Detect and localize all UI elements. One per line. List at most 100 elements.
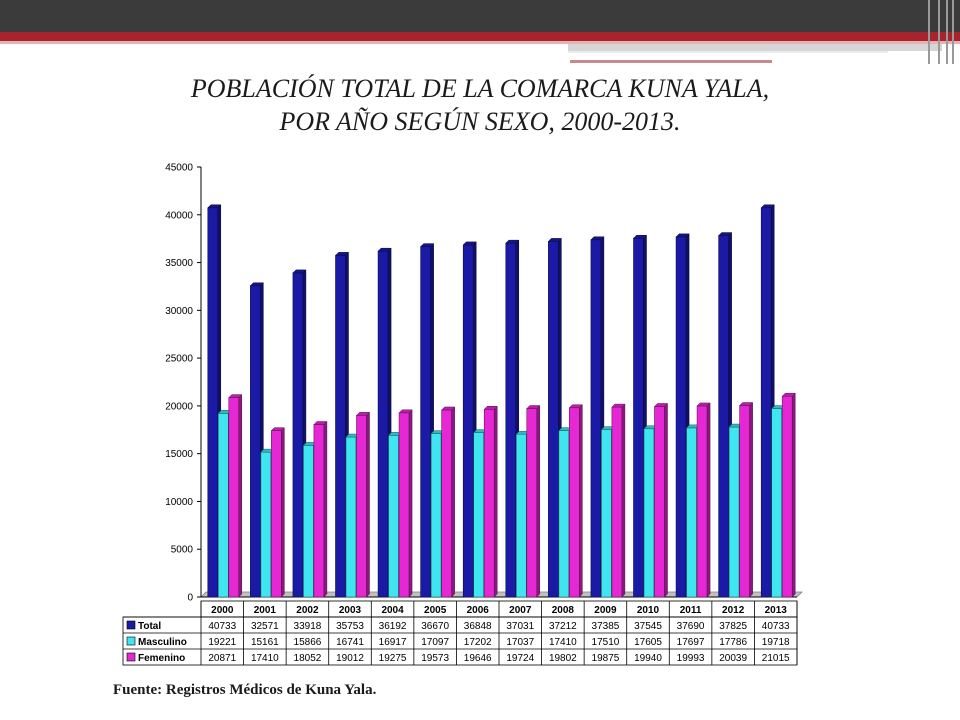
x-tick-label: 2011 xyxy=(680,605,702,616)
y-tick-label: 20000 xyxy=(165,401,193,412)
y-tick-label: 40000 xyxy=(165,210,193,221)
data-label-total: 40733 xyxy=(762,621,790,632)
bar-side-femenino-2007 xyxy=(536,404,541,598)
data-label-masculino: 16741 xyxy=(336,637,364,648)
bar-femenino-2001 xyxy=(271,430,282,598)
bar-total-2002 xyxy=(292,272,304,598)
data-label-femenino: 19012 xyxy=(336,653,364,664)
bar-side-femenino-2003 xyxy=(366,411,370,598)
data-label-total: 36192 xyxy=(379,621,407,632)
bar-side-femenino-2011 xyxy=(706,402,711,598)
data-label-total: 40733 xyxy=(208,621,236,632)
x-tick-label: 2013 xyxy=(765,605,788,616)
bar-side-femenino-2006 xyxy=(493,405,498,598)
legend-label-total: Total xyxy=(138,621,161,632)
bar-top-femenino-2003 xyxy=(355,412,371,416)
bar-total-2010 xyxy=(633,237,644,598)
x-tick-label: 2003 xyxy=(339,605,362,616)
bar-total-2004 xyxy=(377,250,389,598)
y-tick-label: 5000 xyxy=(171,545,194,556)
x-tick-label: 2012 xyxy=(722,605,745,616)
data-label-total: 35753 xyxy=(336,621,364,632)
bar-femenino-2011 xyxy=(696,405,708,598)
x-tick-label: 2002 xyxy=(296,605,319,616)
data-label-masculino: 17037 xyxy=(506,637,534,648)
x-tick-label: 2005 xyxy=(424,605,447,616)
bar-top-total-2007 xyxy=(505,239,520,244)
x-tick-label: 2000 xyxy=(211,605,234,616)
data-label-femenino: 20871 xyxy=(208,653,236,664)
table-body xyxy=(122,616,798,666)
data-label-total: 37385 xyxy=(592,621,620,632)
bar-femenino-2009 xyxy=(611,406,623,598)
legend-swatch-total xyxy=(126,620,136,630)
data-label-masculino: 15161 xyxy=(251,637,279,648)
bar-side-femenino-2004 xyxy=(408,409,413,598)
bar-masculino-2008 xyxy=(558,430,570,598)
corner-line xyxy=(952,0,954,64)
data-label-femenino: 19275 xyxy=(379,653,407,664)
bar-top-total-2004 xyxy=(377,247,392,252)
bar-total-2005 xyxy=(420,246,431,598)
y-tick-label: 10000 xyxy=(165,497,193,508)
slide-title: POBLACIÓN TOTAL DE LA COMARCA KUNA YALA,… xyxy=(0,72,960,138)
data-label-femenino: 21015 xyxy=(762,653,790,664)
y-tick-label: 45000 xyxy=(165,163,193,174)
x-tick-label: 2001 xyxy=(254,605,277,616)
bar-side-femenino-2012 xyxy=(749,401,753,598)
bar-top-total-2013 xyxy=(760,204,775,209)
x-tick-label: 2010 xyxy=(637,605,660,616)
bar-femenino-2007 xyxy=(526,408,538,598)
bar-masculino-2004 xyxy=(388,435,399,598)
bar-total-2013 xyxy=(760,207,772,598)
data-label-total: 36670 xyxy=(421,621,449,632)
bar-femenino-2008 xyxy=(569,407,580,598)
data-label-masculino: 17097 xyxy=(421,637,449,648)
bar-total-2009 xyxy=(590,239,602,598)
bar-top-total-2001 xyxy=(249,282,264,287)
x-tick-label: 2008 xyxy=(552,605,575,616)
bar-top-femenino-2004 xyxy=(398,409,413,414)
data-label-masculino: 15866 xyxy=(294,637,322,648)
bar-total-2006 xyxy=(462,244,474,598)
bar-top-femenino-2010 xyxy=(653,403,669,407)
bar-side-femenino-2005 xyxy=(451,406,455,598)
bar-masculino-2000 xyxy=(217,413,229,598)
data-label-masculino: 16917 xyxy=(379,637,407,648)
bar-femenino-2000 xyxy=(228,397,240,598)
data-label-masculino: 19221 xyxy=(208,637,236,648)
bar-femenino-2006 xyxy=(483,408,495,598)
x-tick-label: 2007 xyxy=(509,605,532,616)
corner-line xyxy=(928,0,930,64)
data-label-femenino: 17410 xyxy=(251,653,279,664)
bar-masculino-2013 xyxy=(771,408,783,598)
data-label-total: 37825 xyxy=(719,621,747,632)
bar-total-2000 xyxy=(207,207,219,598)
data-label-total: 37212 xyxy=(549,621,577,632)
data-label-total: 37031 xyxy=(506,621,534,632)
bar-masculino-2009 xyxy=(601,429,612,598)
slide-title-line2: POR AÑO SEGÚN SEXO, 2000-2013. xyxy=(279,107,681,136)
data-label-femenino: 19802 xyxy=(549,653,577,664)
x-tick-label: 2004 xyxy=(381,605,404,616)
header-band-pink xyxy=(0,41,960,44)
bar-side-femenino-2013 xyxy=(791,392,796,598)
bar-femenino-2010 xyxy=(654,406,665,598)
data-label-masculino: 19718 xyxy=(762,637,790,648)
bar-top-femenino-2012 xyxy=(739,402,754,406)
bar-femenino-2012 xyxy=(739,405,750,598)
header-band-red xyxy=(0,32,960,41)
y-tick-label: 30000 xyxy=(165,306,193,317)
bar-top-total-2005 xyxy=(420,243,435,247)
header-band-line xyxy=(568,51,888,53)
data-label-total: 32571 xyxy=(251,621,279,632)
data-label-total: 37545 xyxy=(634,621,662,632)
bar-masculino-2002 xyxy=(303,445,314,598)
y-tick-label: 25000 xyxy=(165,354,193,365)
bar-masculino-2006 xyxy=(473,432,485,598)
data-label-total: 36848 xyxy=(464,621,492,632)
corner-line xyxy=(946,0,948,64)
data-label-femenino: 19573 xyxy=(421,653,449,664)
data-label-femenino: 20039 xyxy=(719,653,747,664)
